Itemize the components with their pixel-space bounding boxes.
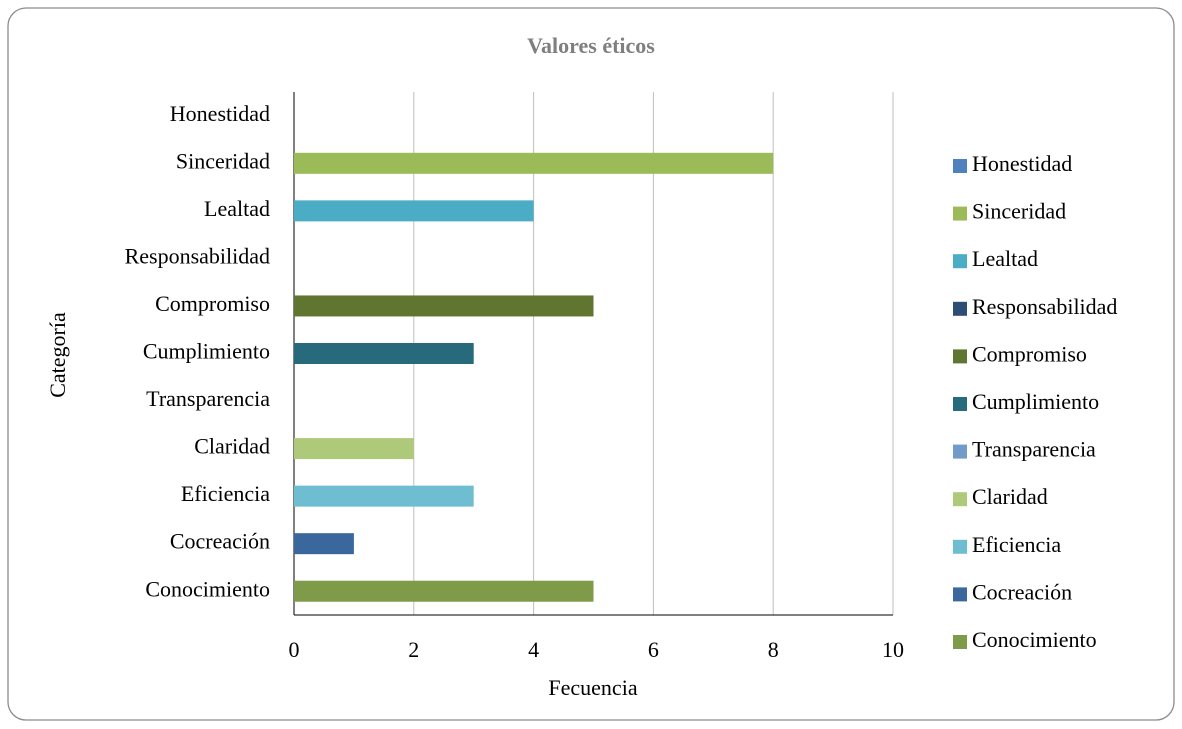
x-tick-label: 2 (408, 637, 419, 662)
legend-label: Cumplimiento (972, 389, 1099, 414)
legend-swatch (953, 206, 967, 221)
bar (294, 200, 534, 222)
legend-label: Cocreación (972, 579, 1072, 604)
legend-label: Lealtad (972, 246, 1038, 271)
legend-swatch (953, 349, 967, 364)
legend-swatch (953, 397, 967, 411)
legend-label: Compromiso (972, 341, 1087, 366)
x-tick-label: 4 (528, 637, 539, 662)
y-tick-label: Lealtad (204, 196, 270, 221)
legend-label: Claridad (972, 484, 1048, 509)
x-tick-label: 10 (882, 637, 904, 662)
legend-label: Honestidad (972, 151, 1072, 176)
y-tick-label: Compromiso (155, 291, 270, 316)
bar (294, 295, 594, 317)
y-tick-label: Eficiencia (181, 481, 270, 506)
legend-swatch (953, 492, 967, 507)
bar (294, 580, 594, 602)
y-tick-label: Cocreación (170, 529, 270, 554)
x-tick-label: 6 (648, 637, 659, 662)
legend-swatch (953, 159, 967, 173)
legend-swatch (953, 301, 967, 316)
legend-swatch (953, 444, 967, 459)
y-tick-label: Responsabilidad (125, 243, 270, 268)
legend-swatch (953, 254, 967, 269)
legend-label: Conocimiento (972, 627, 1097, 652)
x-axis-title: Fecuencia (548, 675, 637, 700)
bar (294, 152, 774, 174)
chart-title: Valores éticos (527, 33, 655, 58)
bar (294, 533, 354, 555)
y-axis-title: Categoría (45, 312, 70, 398)
legend-swatch (953, 635, 967, 649)
bar (294, 438, 414, 460)
bar (294, 485, 474, 507)
y-tick-label: Sinceridad (176, 148, 270, 173)
y-tick-label: Conocimiento (145, 576, 270, 601)
y-tick-label: Honestidad (170, 101, 270, 126)
bar (294, 343, 474, 364)
x-tick-label: 8 (768, 637, 779, 662)
legend-swatch (953, 539, 967, 554)
legend-label: Responsabilidad (972, 294, 1117, 319)
y-tick-label: Claridad (194, 434, 270, 459)
legend-label: Transparencia (972, 437, 1096, 462)
y-tick-label: Cumplimiento (143, 339, 270, 364)
x-tick-label: 0 (289, 637, 300, 662)
legend-swatch (953, 587, 967, 602)
legend-label: Eficiencia (972, 532, 1061, 557)
legend-label: Sinceridad (972, 199, 1066, 224)
y-tick-label: Transparencia (146, 386, 270, 411)
